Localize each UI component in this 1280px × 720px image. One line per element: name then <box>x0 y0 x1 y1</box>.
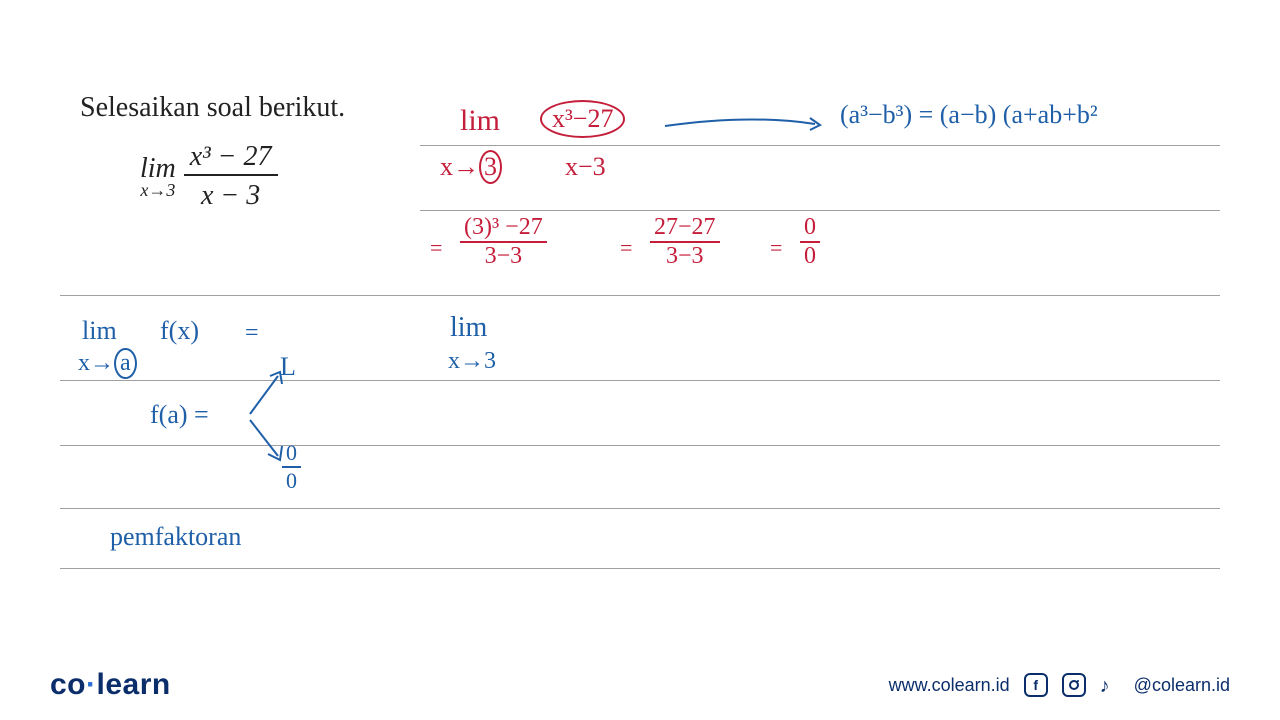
problem-denominator: x − 3 <box>195 176 266 215</box>
circled-3-icon: 3 <box>479 150 502 184</box>
brand-logo: co·learn <box>50 668 171 702</box>
facebook-icon: f <box>1024 673 1048 697</box>
hw-sub3: 0 0 <box>800 214 820 270</box>
oval-numerator-icon: x³−27 <box>540 100 625 138</box>
hw-eq: = <box>620 235 632 261</box>
hw-top-den: x−3 <box>565 152 606 182</box>
hw-identity: (a³−b³) = (a−b) (a+ab+b² <box>840 100 1098 130</box>
rule-line <box>60 508 1220 509</box>
rule-line <box>60 295 1220 296</box>
hw-zero-over-zero: 0 0 <box>282 440 301 494</box>
rule-line <box>420 145 1220 146</box>
hw-xtoa: x→a <box>78 348 137 379</box>
branch-arrows-icon <box>230 362 320 472</box>
footer: co·learn www.colearn.id f ♪ @colearn.id <box>0 650 1280 720</box>
hw-eq-sign: = <box>245 320 259 347</box>
hw-eq: = <box>770 235 782 261</box>
tiktok-icon: ♪ <box>1100 675 1120 695</box>
hw-lim2: lim <box>82 316 117 346</box>
lim-subscript: x→3 <box>140 181 175 199</box>
hw-lim: lim <box>460 104 500 138</box>
problem-equation: lim x→3 x³ − 27 x − 3 <box>140 140 278 215</box>
arrow-icon <box>660 108 830 138</box>
instagram-icon <box>1062 673 1086 697</box>
footer-right: www.colearn.id f ♪ @colearn.id <box>889 673 1230 697</box>
hw-fa: f(a) = <box>150 400 209 430</box>
problem-numerator: x³ − 27 <box>184 140 278 176</box>
rule-line <box>420 210 1220 211</box>
hw-x3: x→3 <box>448 348 496 375</box>
rule-line <box>60 568 1220 569</box>
hw-lim-sub: x→3 <box>440 150 502 184</box>
footer-handle: @colearn.id <box>1134 675 1230 696</box>
hw-fx: f(x) <box>160 316 199 346</box>
lim-label: lim <box>140 155 176 183</box>
circled-a-icon: a <box>114 348 137 379</box>
footer-url: www.colearn.id <box>889 675 1010 696</box>
problem-title: Selesaikan soal berikut. <box>80 92 345 124</box>
hw-sub2: 27−27 3−3 <box>650 214 720 270</box>
hw-eq: = <box>430 235 442 261</box>
hw-top-frac: x³−27 <box>540 100 625 138</box>
hw-method: pemfaktoran <box>110 522 241 552</box>
hw-sub1: (3)³ −27 3−3 <box>460 214 547 270</box>
whiteboard-page: Selesaikan soal berikut. lim x→3 x³ − 27… <box>0 0 1280 720</box>
hw-lim3: lim <box>450 312 487 344</box>
hw-L: L <box>280 352 296 382</box>
